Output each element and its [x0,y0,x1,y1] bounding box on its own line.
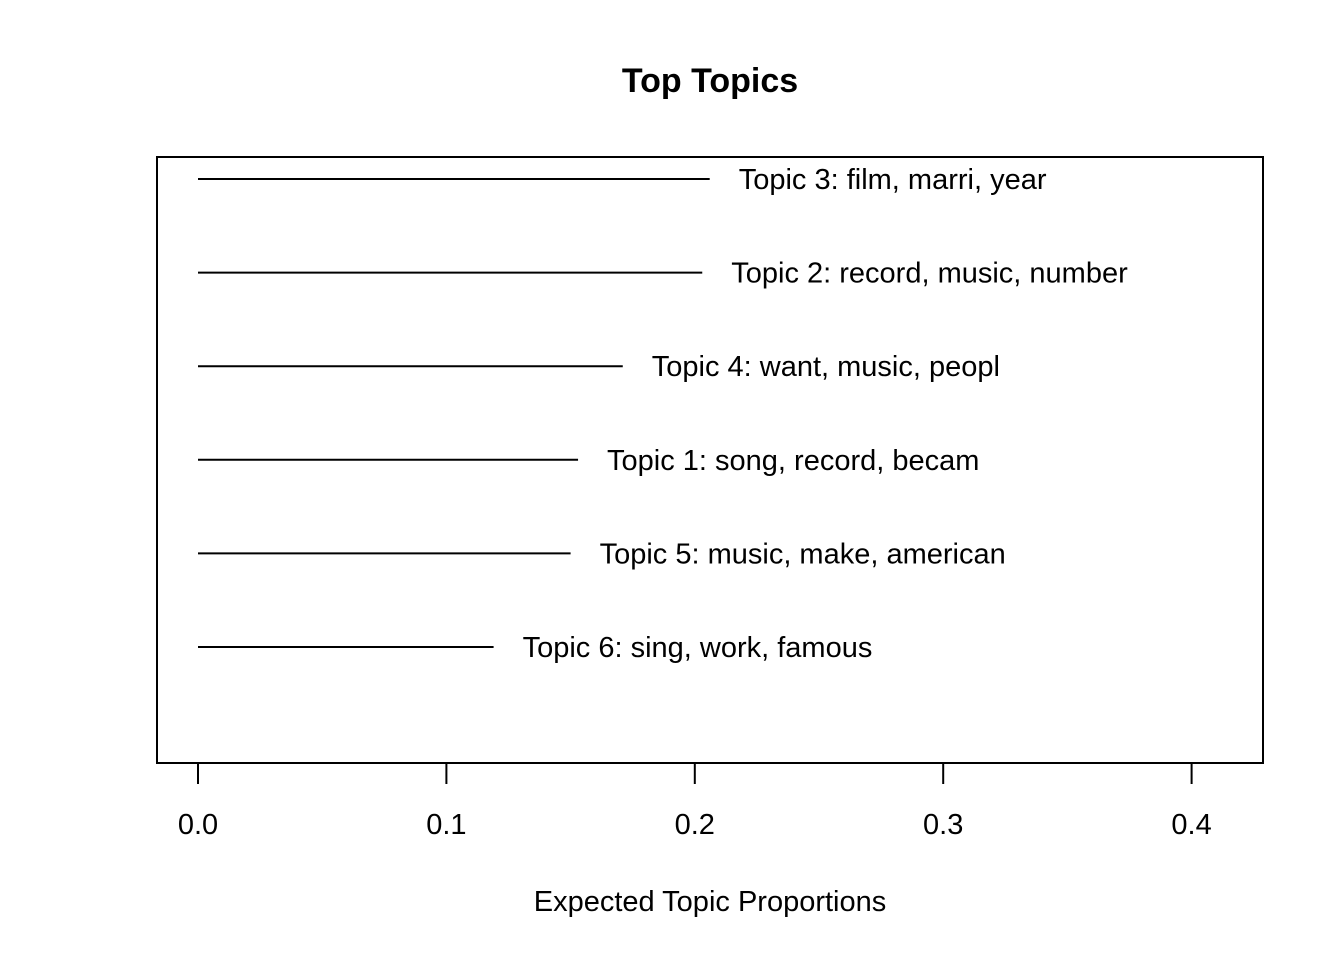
x-tick-label: 0.4 [1171,809,1211,841]
topic-label: Topic 2: record, music, number [731,258,1128,290]
topic-label: Topic 6: sing, work, famous [523,632,873,664]
topic-label: Topic 4: want, music, peopl [652,351,1000,383]
chart-title: Top Topics [622,62,798,100]
x-tick-label: 0.3 [923,809,963,841]
x-axis-title: Expected Topic Proportions [534,886,887,918]
x-axis: 0.0 0.1 0.2 0.3 0.4 [178,762,1212,841]
x-tick-label: 0.0 [178,809,218,841]
topic-label: Topic 1: song, record, becam [607,445,979,477]
topic-label: Topic 3: film, marri, year [739,164,1047,196]
x-tick-label: 0.1 [426,809,466,841]
x-tick-label: 0.2 [675,809,715,841]
topic-label: Topic 5: music, make, american [600,538,1006,570]
topic-lines: Topic 3: film, marri, year Topic 2: recor… [198,164,1128,664]
